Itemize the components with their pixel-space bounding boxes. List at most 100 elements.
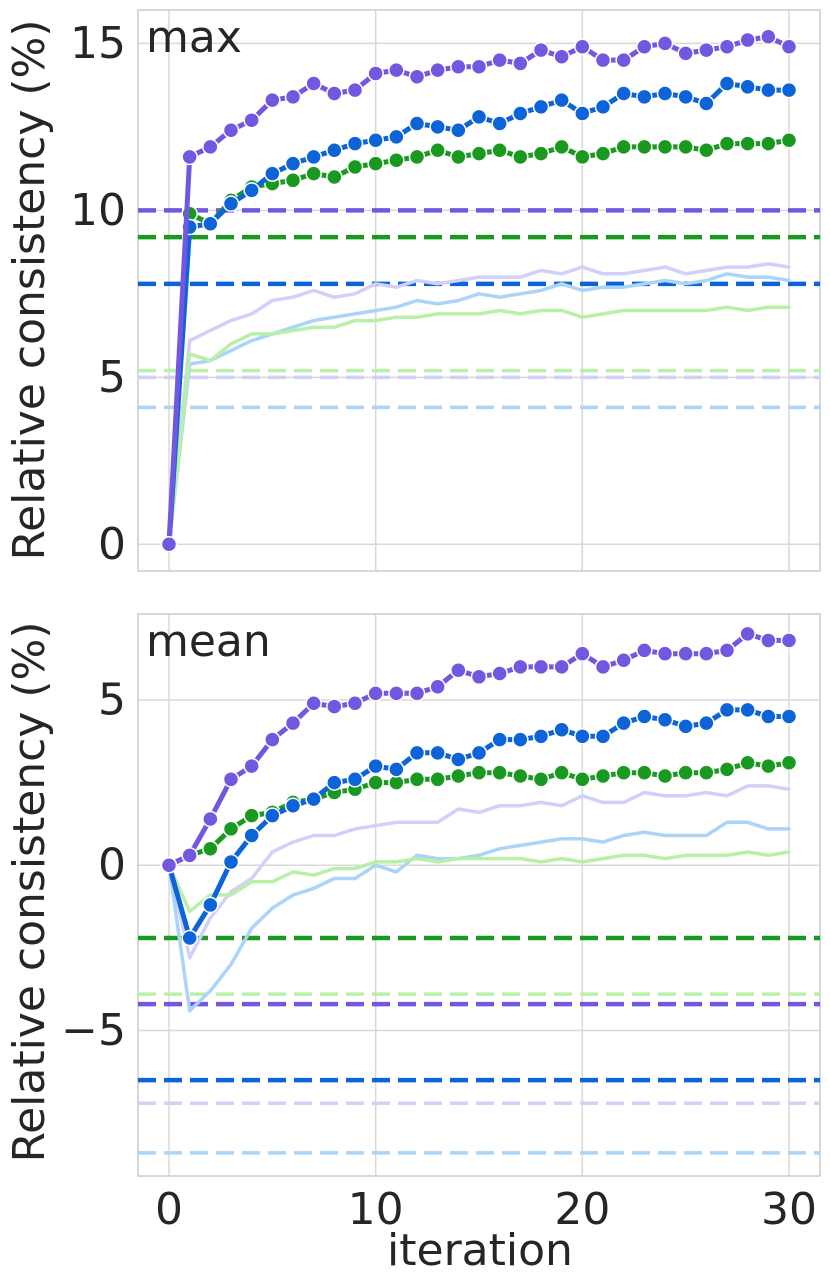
data-point-purple [698, 645, 715, 662]
data-point-green [429, 771, 446, 788]
data-point-purple [202, 138, 219, 156]
data-point-purple [450, 58, 467, 76]
data-point-purple [408, 685, 426, 702]
data-point-blue [243, 182, 260, 199]
data-point-purple [718, 642, 736, 659]
data-point-purple [656, 35, 674, 52]
series-line-green [166, 137, 792, 547]
data-point-purple [181, 148, 198, 166]
y-tick-label: 0 [98, 840, 126, 891]
data-point-green [346, 158, 364, 176]
panel-title: mean [146, 616, 271, 667]
data-point-green [243, 807, 260, 824]
data-point-blue [574, 105, 591, 122]
data-point-blue [491, 731, 508, 748]
data-point-purple [615, 652, 632, 669]
data-point-blue [450, 121, 467, 139]
data-point-green [760, 757, 777, 775]
data-point-purple [491, 51, 508, 69]
data-point-purple [615, 51, 632, 69]
data-point-blue [532, 98, 550, 116]
data-point-purple [264, 91, 281, 109]
data-point-purple [388, 685, 405, 702]
data-point-blue [326, 142, 343, 159]
y-tick-label: 5 [98, 352, 126, 403]
data-point-purple [491, 665, 508, 682]
data-point-purple [305, 75, 322, 92]
x-axis-label: iteration [387, 1225, 573, 1276]
data-point-purple [698, 41, 715, 59]
data-point-purple [284, 714, 302, 732]
data-point-purple [408, 68, 426, 86]
data-point-blue [408, 744, 426, 762]
data-point-purple [718, 38, 736, 55]
data-point-blue [718, 701, 736, 719]
data-point-green [636, 764, 653, 781]
data-point-blue [284, 797, 302, 814]
data-point-green [305, 165, 322, 182]
data-point-blue [202, 896, 219, 914]
plot-frame [137, 613, 821, 1177]
data-point-blue [594, 728, 612, 745]
data-point-purple [388, 61, 405, 79]
data-point-purple [243, 757, 260, 775]
data-point-blue [491, 115, 508, 132]
data-point-blue [429, 744, 446, 762]
series-line-purple-light [167, 784, 791, 960]
data-point-purple [222, 121, 240, 139]
y-tick-label: 10 [70, 185, 126, 236]
data-point-blue [243, 827, 260, 844]
panel-title: max [146, 12, 242, 63]
data-point-blue [574, 728, 591, 745]
data-point-blue [636, 708, 653, 725]
data-point-green [739, 135, 756, 152]
data-point-blue [388, 128, 405, 146]
data-point-purple [346, 695, 364, 712]
series-line-green-light [167, 850, 791, 914]
data-point-purple [760, 28, 777, 45]
data-point-purple [160, 536, 178, 553]
data-point-blue [677, 88, 694, 106]
data-point-purple [656, 645, 674, 662]
data-point-purple [532, 41, 550, 59]
data-point-blue [450, 751, 467, 768]
data-point-purple [202, 810, 219, 828]
y-tick-label: 0 [98, 519, 126, 570]
data-point-blue [429, 118, 446, 136]
series-line-green-light [167, 305, 791, 547]
data-point-green [222, 820, 240, 838]
data-point-blue [284, 155, 302, 172]
data-point-green [739, 754, 756, 772]
data-point-blue [760, 81, 777, 99]
data-point-purple [636, 642, 653, 659]
data-point-purple [574, 645, 591, 662]
data-point-blue [202, 215, 219, 232]
data-point-blue [305, 148, 322, 166]
data-point-blue [181, 929, 198, 947]
data-point-purple [305, 695, 322, 712]
data-point-green [512, 767, 529, 785]
data-point-green [677, 764, 694, 781]
data-point-blue [346, 135, 364, 152]
data-point-purple [636, 38, 653, 55]
data-point-purple [284, 88, 302, 106]
data-point-green [532, 145, 550, 162]
data-point-green [636, 138, 653, 156]
data-point-blue [760, 708, 777, 725]
data-point-green [553, 138, 570, 156]
x-tick-label: 0 [155, 1184, 183, 1235]
data-point-blue [408, 115, 426, 132]
x-tick-label: 20 [554, 1184, 610, 1235]
data-point-purple [739, 31, 756, 49]
mean-panel: −5 0 5 0 10 20 30 Relative consistency (%) mean [4, 613, 821, 1235]
data-point-purple [470, 668, 488, 686]
data-point-green [574, 771, 591, 788]
data-point-green [450, 148, 467, 166]
data-point-blue [264, 807, 281, 824]
data-point-green [760, 135, 777, 152]
max-panel: 0 5 10 15 Relative consistency (%) max [4, 9, 821, 572]
data-point-blue [677, 718, 694, 735]
data-point-green [718, 761, 736, 778]
y-axis-label: Relative consistency (%) [4, 19, 55, 560]
data-point-purple [429, 61, 446, 79]
